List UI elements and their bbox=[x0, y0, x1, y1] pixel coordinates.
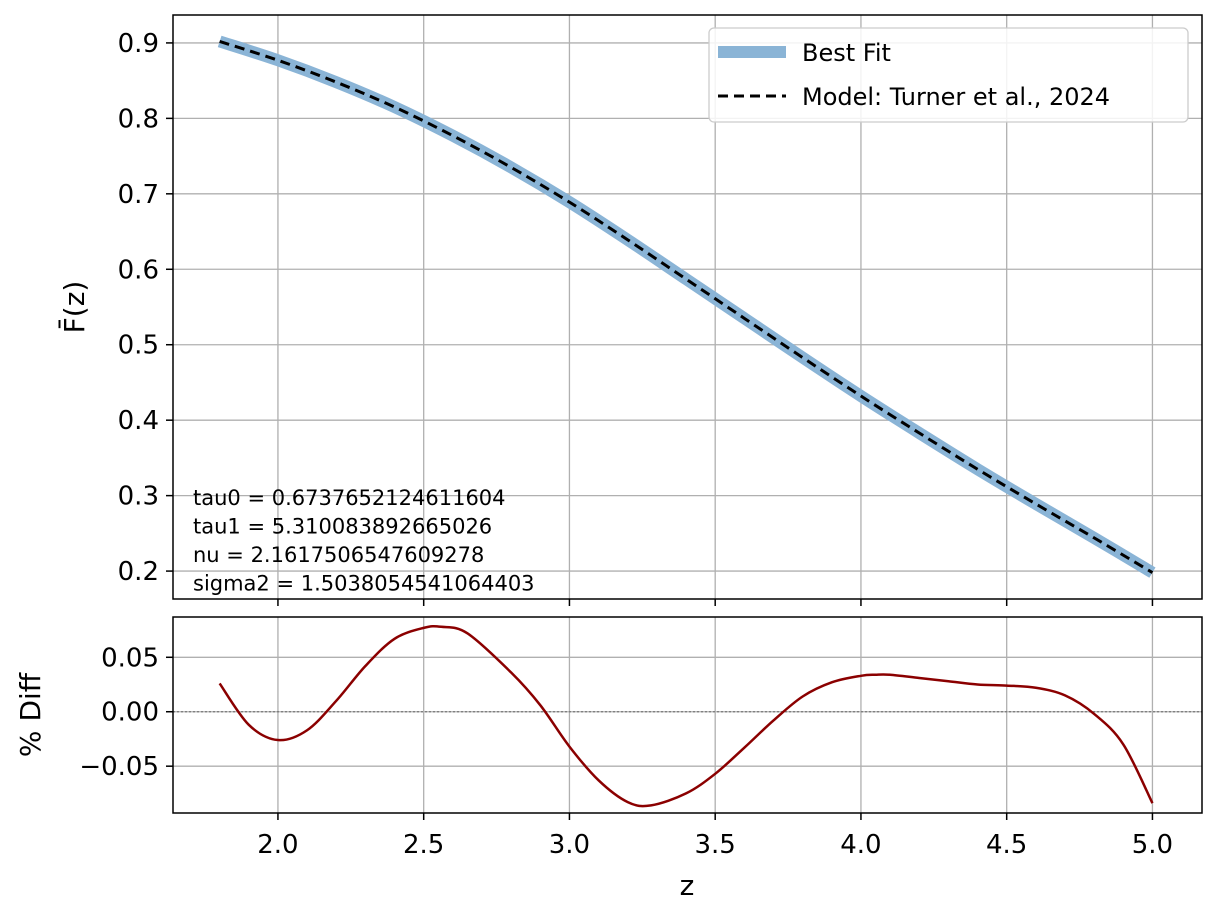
bottom-y-tick-label-2: 0.05 bbox=[101, 643, 159, 673]
x-axis-label: z bbox=[680, 869, 695, 902]
x-tick-label-1: 2.5 bbox=[403, 830, 444, 860]
legend-label-best-fit: Best Fit bbox=[802, 39, 891, 67]
series-percent-diff-line bbox=[218, 624, 1154, 808]
fit-parameters-annotation: tau0 = 0.6737652124611604 tau1 = 5.310083… bbox=[193, 486, 535, 596]
bottom-panel: −0.05 0.00 0.05 2.0 2.5 3.0 3.5 4.0 4.5 5.0 % Di… bbox=[14, 616, 1203, 902]
top-y-ticks: 0.2 0.3 0.4 0.5 0.6 0.7 0.8 0.9 bbox=[118, 29, 173, 587]
bottom-grid bbox=[173, 617, 1202, 813]
x-tick-label-6: 5.0 bbox=[1132, 830, 1173, 860]
top-series bbox=[217, 35, 1156, 578]
top-y-tick-label-1: 0.3 bbox=[118, 482, 159, 512]
bottom-plot-frame bbox=[172, 616, 1203, 814]
fit-parameter-2: nu = 2.1617506547609278 bbox=[193, 543, 484, 567]
x-tick-label-3: 3.5 bbox=[695, 830, 736, 860]
bottom-y-axis-label: % Diff bbox=[14, 672, 47, 757]
top-y-tick-label-0: 0.2 bbox=[118, 557, 159, 587]
legend: Best Fit Model: Turner et al., 2024 bbox=[708, 27, 1189, 123]
top-y-axis-label: F̄(z) bbox=[57, 281, 91, 334]
x-tick-label-4: 4.0 bbox=[840, 830, 881, 860]
x-tick-label-0: 2.0 bbox=[257, 830, 298, 860]
bottom-x-ticks: 2.0 2.5 3.0 3.5 4.0 4.5 5.0 bbox=[257, 813, 1173, 860]
top-y-tick-label-5: 0.7 bbox=[118, 180, 159, 210]
top-y-tick-label-4: 0.6 bbox=[118, 255, 159, 285]
bottom-series bbox=[218, 624, 1154, 808]
fit-parameter-1: tau1 = 5.310083892665026 bbox=[193, 515, 492, 539]
x-tick-label-5: 4.5 bbox=[986, 830, 1027, 860]
x-tick-label-2: 3.0 bbox=[549, 830, 590, 860]
legend-label-model: Model: Turner et al., 2024 bbox=[802, 83, 1110, 111]
top-y-tick-label-2: 0.4 bbox=[118, 406, 159, 436]
fit-parameter-0: tau0 = 0.6737652124611604 bbox=[193, 486, 506, 510]
legend-box bbox=[708, 27, 1189, 123]
bottom-y-tick-label-0: −0.05 bbox=[79, 752, 159, 782]
top-plot-frame bbox=[172, 14, 1203, 600]
top-x-ticks bbox=[277, 599, 1154, 606]
top-y-tick-label-6: 0.8 bbox=[118, 104, 159, 134]
bottom-y-ticks: −0.05 0.00 0.05 bbox=[79, 643, 173, 782]
bottom-y-tick-label-1: 0.00 bbox=[101, 698, 159, 728]
series-model-line bbox=[219, 39, 1154, 574]
fit-parameter-3: sigma2 = 1.5038054541064403 bbox=[193, 572, 535, 596]
top-y-tick-label-7: 0.9 bbox=[118, 29, 159, 59]
top-y-tick-label-3: 0.5 bbox=[118, 331, 159, 361]
top-panel: 0.2 0.3 0.4 0.5 0.6 0.7 0.8 0.9 F̄(z) tau0 = 0.… bbox=[57, 14, 1203, 606]
